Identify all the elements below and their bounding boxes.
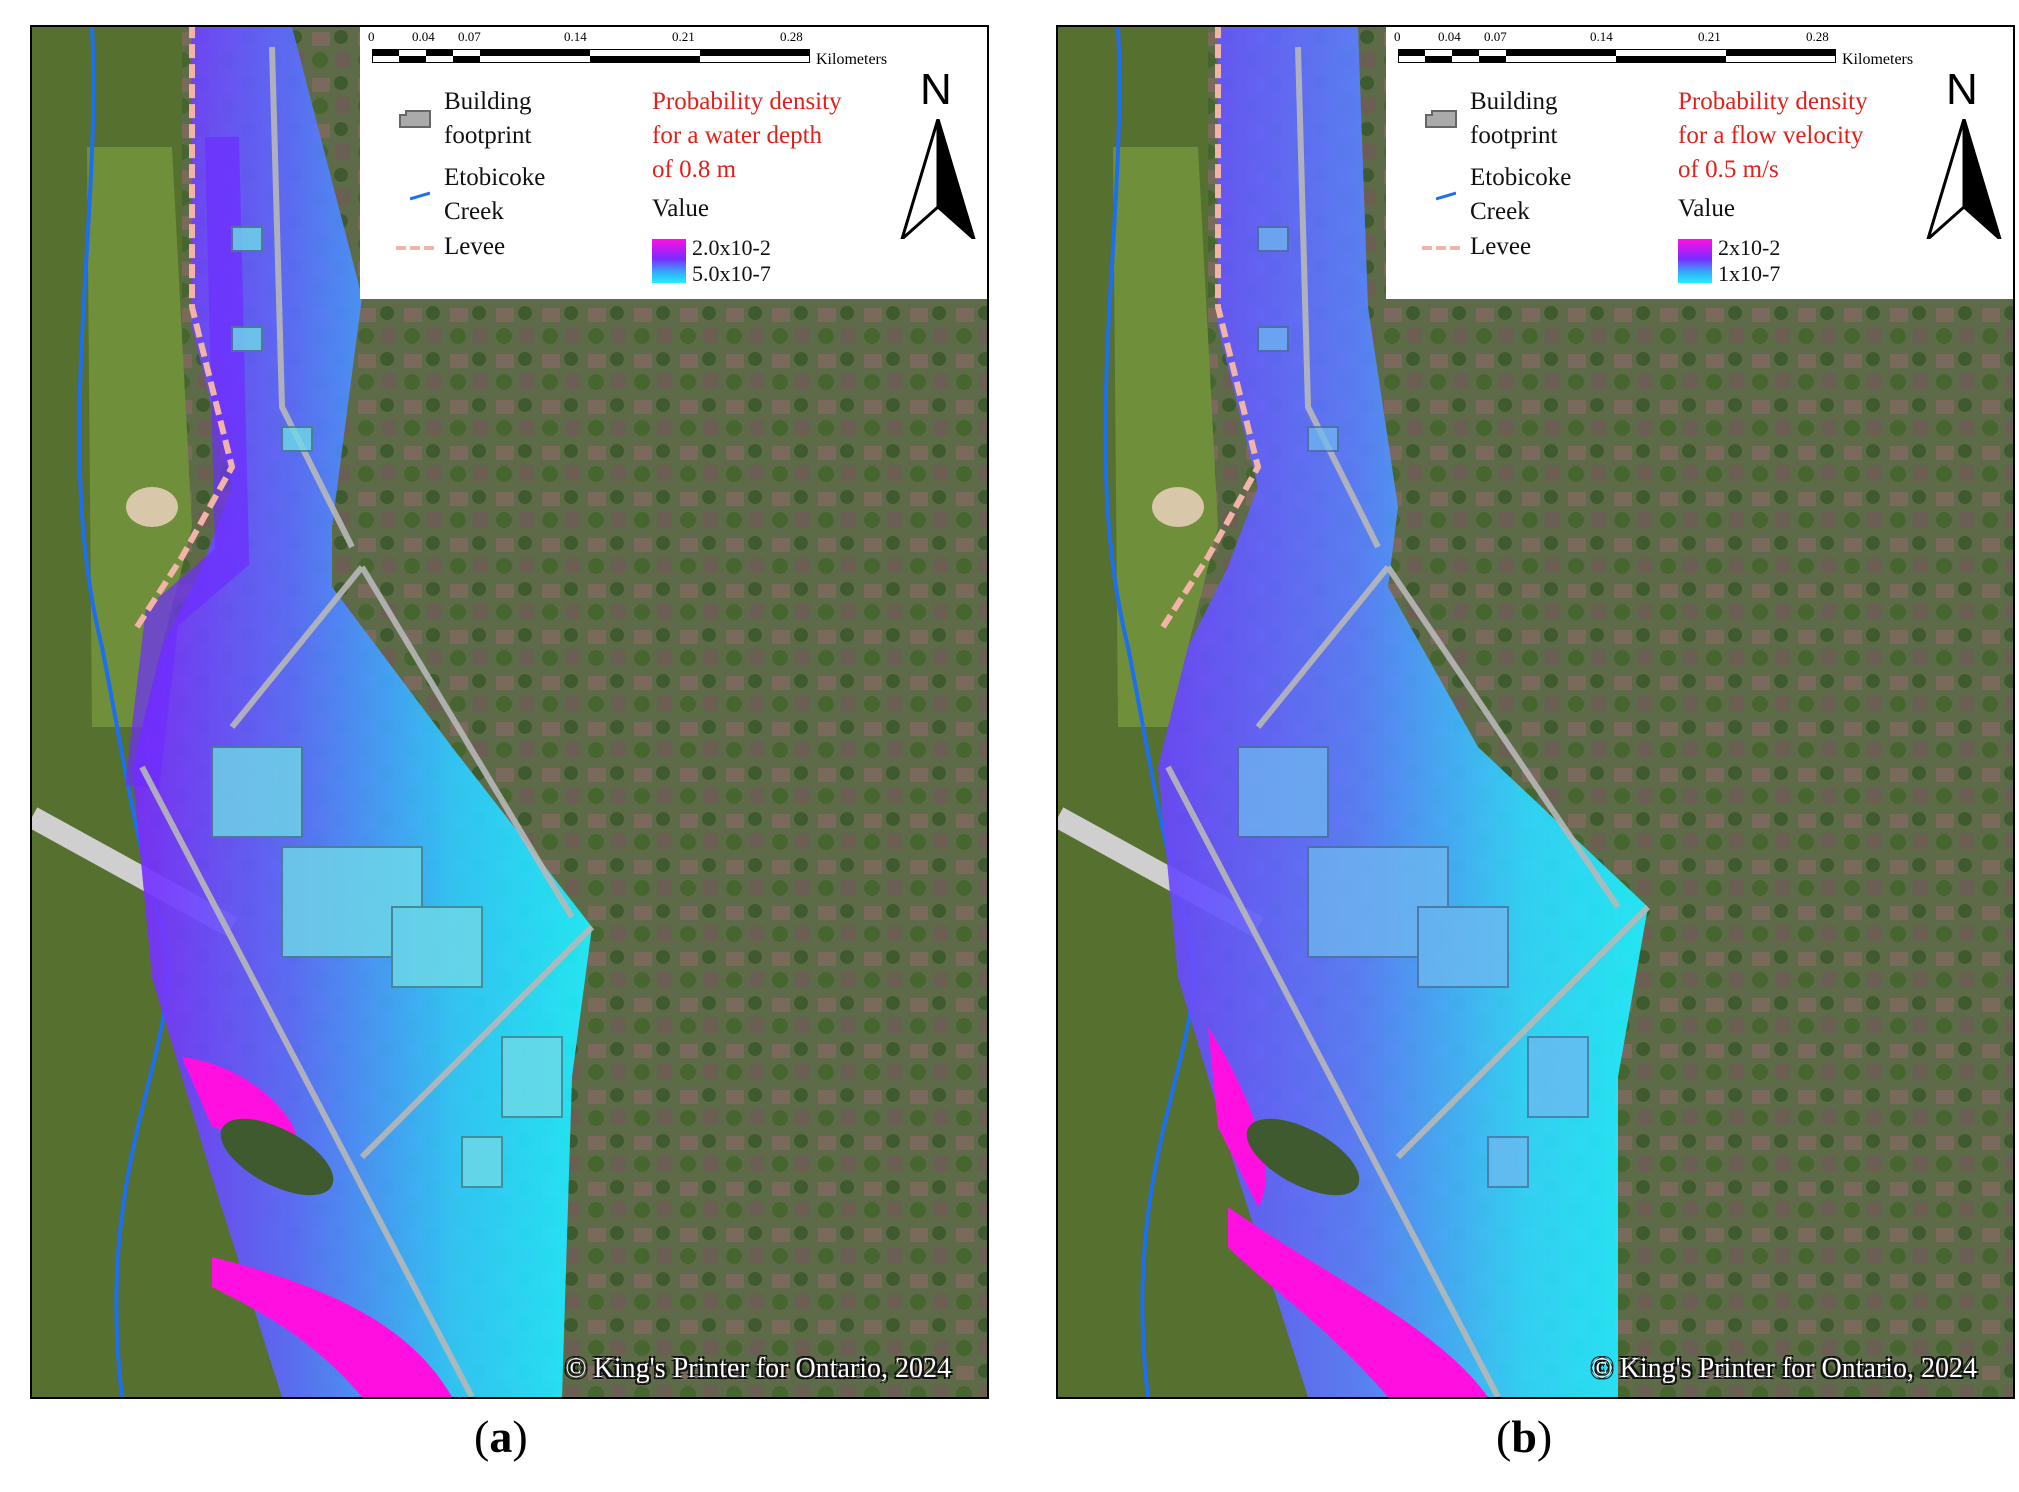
scale-tick: 0.07 (1484, 29, 1507, 44)
legend-low-value: 5.0x10-7 (692, 261, 771, 286)
legend-creek-label: Etobicoke Creek (1470, 161, 1571, 229)
building-footprint-icon (1425, 110, 1457, 128)
legend-text: Building (444, 88, 532, 115)
copyright-notice: © King's Printer for Ontario, 2024 (1591, 1353, 1977, 1384)
legend-title-line: for a flow velocity (1678, 122, 1864, 149)
scale-tick: 0 (1394, 29, 1401, 44)
flood-extent-a (132, 27, 592, 1397)
legend-levee-label: Levee (1470, 233, 1532, 260)
levee-line (134, 27, 236, 629)
scale-bar (1398, 49, 1836, 63)
road (229, 565, 595, 1160)
etobicoke-creek (77, 27, 170, 1397)
sand-patch (126, 487, 178, 527)
legend-high-value: 2.0x10-2 (692, 235, 771, 260)
north-arrow-icon (900, 119, 976, 239)
legend-levee-label: Levee (444, 233, 506, 260)
legend-title-line: Probability density (652, 88, 842, 115)
paren-open: ( (474, 1411, 490, 1462)
color-ramp (652, 239, 686, 283)
legend-text: Creek (1470, 198, 1530, 225)
legend-text: Etobicoke (444, 164, 546, 191)
building-footprint-icon (399, 110, 431, 128)
scale-tick: 0.07 (458, 29, 481, 44)
island (1246, 1118, 1360, 1196)
legend-text: Creek (444, 198, 504, 225)
scale-tick: 0.04 (412, 29, 435, 44)
paren-open: ( (1496, 1411, 1512, 1462)
legend-text: footprint (1470, 122, 1558, 149)
legend-title-line: of 0.8 m (652, 156, 737, 183)
high-density-zone (1208, 1027, 1266, 1207)
north-arrow-icon (1926, 119, 2002, 239)
road (139, 765, 475, 1397)
deep-channel (125, 136, 250, 789)
legend-low-value: 1x10-7 (1718, 261, 1781, 286)
legend-building-label: Building footprint (444, 85, 532, 153)
legend-building-label: Building footprint (1470, 85, 1558, 153)
scale-tick: 0.14 (564, 29, 587, 44)
legend-title: Probability density for a flow velocity … (1678, 85, 1868, 187)
scale-tick: 0.28 (780, 29, 803, 44)
scale-unit-label: Kilometers (1842, 51, 1914, 68)
legend-a: 0 0.04 0.07 0.14 0.21 0.28 Kilometers Bu… (360, 27, 987, 299)
north-label: N (1946, 65, 1978, 114)
road (269, 46, 355, 549)
copyright-notice: © King's Printer for Ontario, 2024 (565, 1353, 951, 1384)
creek-icon (410, 191, 430, 201)
building-footprints (1237, 226, 1589, 1188)
high-density-zone (212, 1257, 452, 1397)
panel-letter: b (1511, 1411, 1537, 1462)
legend-creek-label: Etobicoke Creek (444, 161, 545, 229)
scale-tick: 0.21 (672, 29, 695, 44)
creek-icon (1436, 191, 1456, 201)
legend-text: footprint (444, 122, 532, 149)
etobicoke-creek (1103, 27, 1196, 1397)
legend-title-line: of 0.5 m/s (1678, 156, 1779, 183)
scale-unit-label: Kilometers (816, 51, 888, 68)
legend-value-heading: Value (1678, 195, 1735, 222)
panel-letter: a (489, 1411, 513, 1462)
road (1255, 565, 1651, 1160)
scale-tick: 0 (368, 29, 375, 44)
high-density-zone (1228, 1207, 1488, 1397)
levee-icon (1422, 246, 1462, 250)
levee-icon (396, 246, 436, 250)
scale-bar (372, 49, 810, 63)
color-ramp (1678, 239, 1712, 283)
legend-text: Building (1470, 88, 1558, 115)
panel-label-b: (b) (1496, 1410, 1552, 1463)
legend-title-line: Probability density (1678, 88, 1868, 115)
scale-tick: 0.28 (1806, 29, 1829, 44)
road (1165, 765, 1501, 1397)
panel-label-a: (a) (474, 1410, 528, 1463)
scale-tick: 0.14 (1590, 29, 1613, 44)
legend-value-heading: Value (652, 195, 709, 222)
map-panel-b: 0 0.04 0.07 0.14 0.21 0.28 Kilometers Bu… (1056, 25, 2015, 1399)
paren-close: ) (512, 1411, 528, 1462)
sand-patch (1152, 487, 1204, 527)
map-panel-a: 0 0.04 0.07 0.14 0.21 0.28 Kilometers Bu… (30, 25, 989, 1399)
island (220, 1118, 334, 1196)
scale-tick: 0.21 (1698, 29, 1721, 44)
legend-title-line: for a water depth (652, 122, 823, 149)
road (1295, 46, 1381, 549)
legend-b: 0 0.04 0.07 0.14 0.21 0.28 Kilometers Bu… (1386, 27, 2013, 299)
flood-extent-b (1158, 27, 1648, 1397)
paren-close: ) (1536, 1411, 1553, 1462)
building-footprints (211, 226, 563, 1188)
levee-line (1160, 27, 1262, 629)
north-label: N (920, 65, 952, 114)
scale-labels: 0 0.04 0.07 0.14 0.21 0.28 (368, 29, 828, 47)
legend-high-value: 2x10-2 (1718, 235, 1781, 260)
scale-tick: 0.04 (1438, 29, 1461, 44)
legend-text: Etobicoke (1470, 164, 1572, 191)
scale-labels: 0 0.04 0.07 0.14 0.21 0.28 (1394, 29, 1854, 47)
legend-title: Probability density for a water depth of… (652, 85, 842, 187)
